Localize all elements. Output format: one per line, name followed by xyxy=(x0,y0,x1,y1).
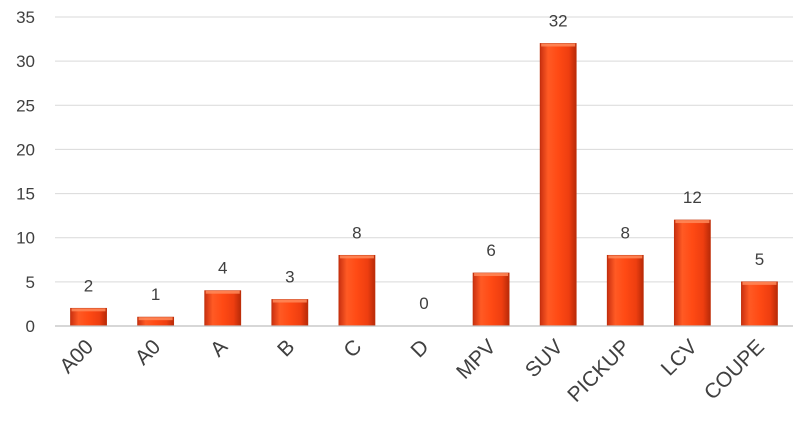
data-label: 32 xyxy=(549,11,568,30)
x-tick-label: A00 xyxy=(55,335,98,378)
bar-bevel xyxy=(742,281,777,285)
bar xyxy=(70,307,107,327)
bar xyxy=(741,281,778,327)
bar-bevel xyxy=(272,299,307,303)
bars xyxy=(70,43,778,327)
bar-rect xyxy=(741,281,778,327)
bar-bevel xyxy=(205,290,240,294)
x-tick-label: COUPE xyxy=(700,335,769,404)
bar-bevel xyxy=(474,273,509,277)
y-axis-tick-labels: 0 5 10 15 20 25 30 35 xyxy=(16,8,35,336)
data-label: 0 xyxy=(419,294,428,313)
data-label: 12 xyxy=(683,188,702,207)
bar xyxy=(338,254,376,327)
bar xyxy=(606,254,644,327)
y-tick-label: 35 xyxy=(16,8,35,27)
y-tick-label: 15 xyxy=(16,185,35,204)
bar-bevel xyxy=(541,43,576,47)
x-tick-label: MPV xyxy=(452,335,500,383)
data-label: 8 xyxy=(352,223,361,242)
x-tick-label: LCV xyxy=(657,335,702,380)
data-label: 4 xyxy=(218,259,227,278)
data-labels: 2 1 4 3 8 0 6 32 8 12 5 xyxy=(84,11,764,313)
bar xyxy=(472,272,510,327)
bar xyxy=(271,299,309,327)
bar-rect xyxy=(606,254,644,327)
x-tick-label: D xyxy=(407,335,434,362)
bar-bevel xyxy=(608,255,643,259)
x-tick-label: A xyxy=(206,335,232,361)
gridlines xyxy=(55,16,793,283)
data-label: 1 xyxy=(151,285,160,304)
bar-rect xyxy=(338,254,376,327)
x-tick-label: SUV xyxy=(521,335,568,382)
bar xyxy=(204,290,242,327)
bar-rect xyxy=(539,43,577,327)
bar xyxy=(137,316,175,327)
bar-bevel xyxy=(675,220,710,224)
y-tick-label: 0 xyxy=(26,317,35,336)
data-label: 2 xyxy=(84,276,93,295)
bar xyxy=(673,219,711,327)
data-label: 5 xyxy=(755,250,764,269)
bar-bevel xyxy=(71,308,106,312)
bar-bevel xyxy=(138,317,173,321)
x-tick-label: A0 xyxy=(131,335,165,369)
y-tick-label: 30 xyxy=(16,52,35,71)
bar-rect xyxy=(673,219,711,327)
bar xyxy=(539,43,577,327)
x-tick-label: PICKUP xyxy=(563,335,635,407)
bar-bevel xyxy=(339,255,374,259)
x-tick-label: C xyxy=(339,335,366,362)
bar-rect xyxy=(204,290,242,327)
y-tick-label: 25 xyxy=(16,96,35,115)
data-label: 8 xyxy=(621,223,630,242)
data-label: 6 xyxy=(486,241,495,260)
y-tick-label: 5 xyxy=(26,273,35,292)
y-tick-label: 20 xyxy=(16,140,35,159)
data-label: 3 xyxy=(285,268,294,287)
x-tick-label: B xyxy=(273,335,299,361)
y-tick-label: 10 xyxy=(16,229,35,248)
bar-rect xyxy=(271,299,309,327)
bar-rect xyxy=(472,272,510,327)
